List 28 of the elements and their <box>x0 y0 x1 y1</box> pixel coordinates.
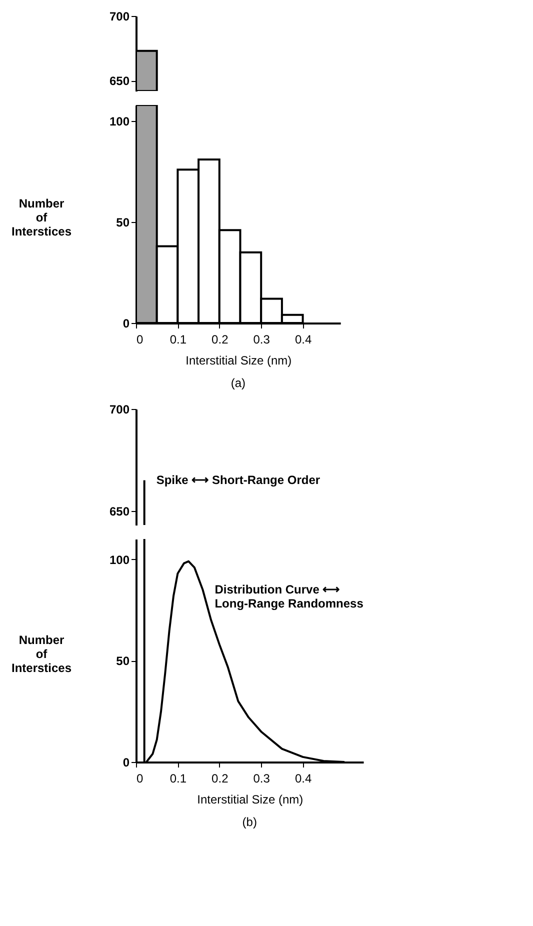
y-tick-label: 50 <box>116 654 130 668</box>
text: (a) <box>230 376 246 390</box>
x-tick-label: 0.1 <box>170 772 187 786</box>
y-tick-label: 650 <box>109 74 130 88</box>
y-tick-label: 100 <box>109 114 130 129</box>
x-axis-title: Interstitial Size (nm) <box>186 354 292 368</box>
y-tick-label: 0 <box>122 756 130 770</box>
y-tick-label: 700 <box>109 10 130 24</box>
y-tick-label: 700 <box>109 402 130 416</box>
y-tick-label: 100 <box>109 552 130 567</box>
x-tick-label: 0.4 <box>294 332 312 346</box>
x-tick-label: 0.2 <box>212 332 229 346</box>
y-tick-label: 0 <box>122 316 130 330</box>
annotation: Distribution Curve ⟷ Long-Range Randomness <box>214 582 364 611</box>
x-tick-label: 0.1 <box>170 332 187 346</box>
y-tick-label: 650 <box>109 504 130 518</box>
text: (b) <box>242 815 257 829</box>
x-tick-label: 0.3 <box>253 332 270 346</box>
x-tick-label: 0.2 <box>212 772 229 786</box>
x-tick-label: 0.4 <box>294 772 312 786</box>
annotation: Spike ⟷ Short-Range Order <box>156 473 320 488</box>
x-tick-label: 0.3 <box>253 772 270 786</box>
x-axis-title: Interstitial Size (nm) <box>197 792 304 806</box>
y-axis-title: Number of Interstices <box>11 632 72 675</box>
x-tick-label: 0 <box>136 332 144 346</box>
y-tick-label: 50 <box>116 216 130 230</box>
y-axis-title: Number of Interstices <box>11 196 72 239</box>
x-tick-label: 0 <box>136 772 144 786</box>
